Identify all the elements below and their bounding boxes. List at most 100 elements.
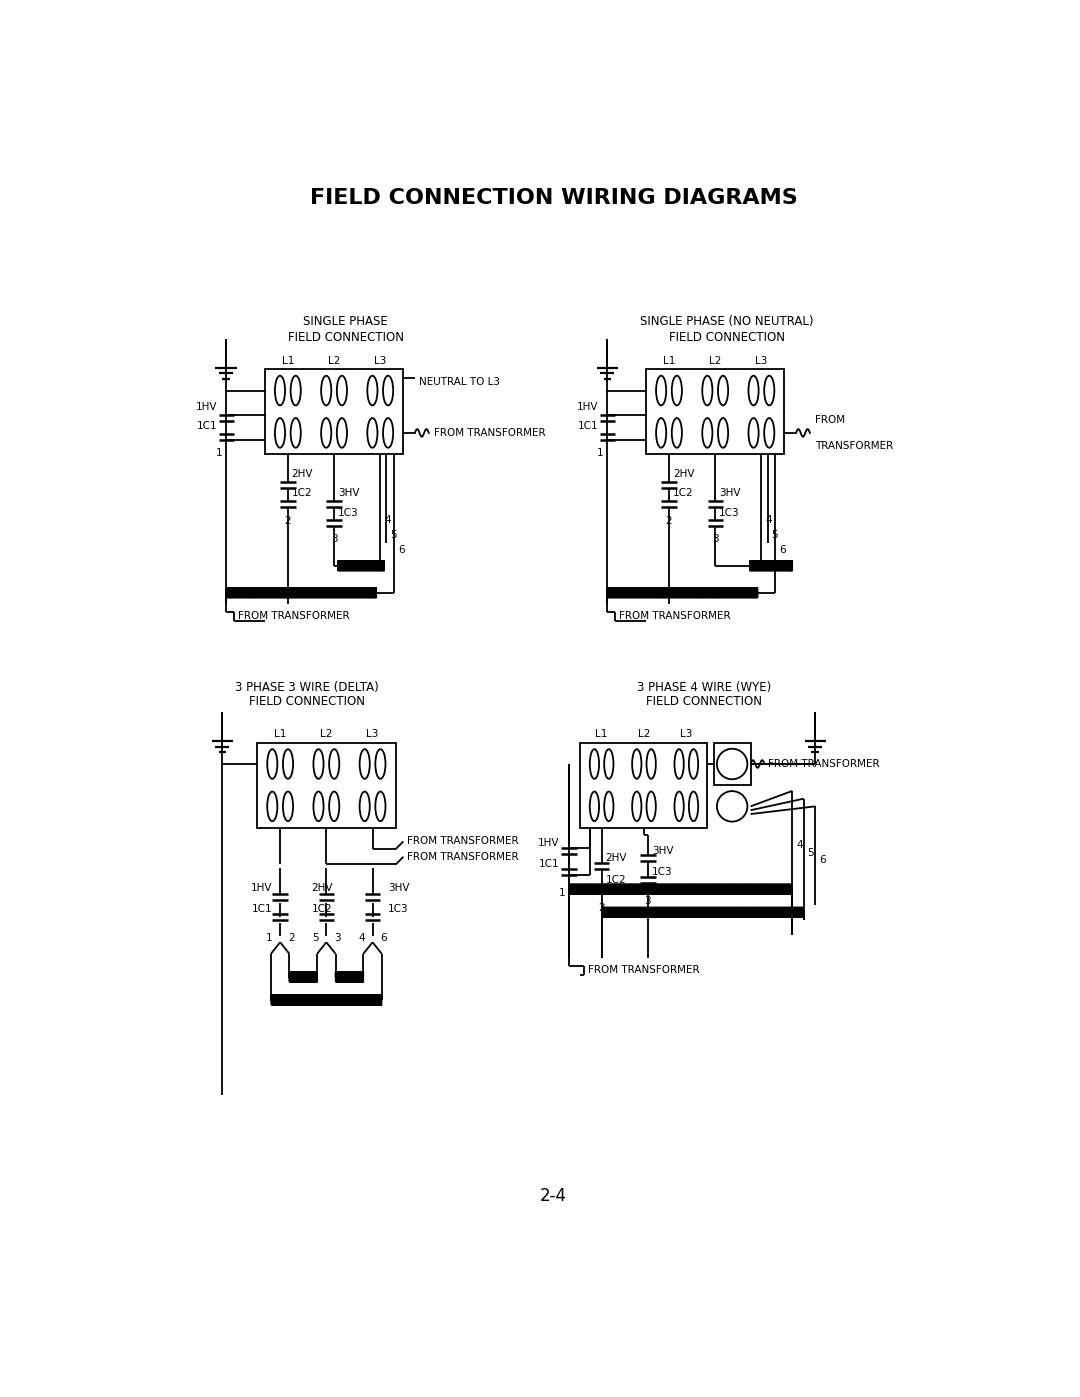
Text: 2HV: 2HV xyxy=(312,883,334,893)
Ellipse shape xyxy=(675,749,684,780)
Ellipse shape xyxy=(283,792,293,821)
Ellipse shape xyxy=(275,376,285,405)
Ellipse shape xyxy=(632,792,642,821)
Text: 2-4: 2-4 xyxy=(540,1187,567,1204)
Text: L2: L2 xyxy=(320,729,333,739)
Ellipse shape xyxy=(672,418,681,447)
Text: 1C1: 1C1 xyxy=(197,422,217,432)
Ellipse shape xyxy=(329,749,339,780)
Text: FIELD CONNECTION WIRING DIAGRAMS: FIELD CONNECTION WIRING DIAGRAMS xyxy=(310,189,797,208)
Text: 1HV: 1HV xyxy=(195,402,217,412)
Text: 3HV: 3HV xyxy=(338,489,360,499)
Text: L3: L3 xyxy=(755,355,768,366)
Text: L1: L1 xyxy=(663,355,675,366)
Circle shape xyxy=(717,749,747,780)
Ellipse shape xyxy=(718,418,728,447)
Ellipse shape xyxy=(590,749,599,780)
Ellipse shape xyxy=(718,376,728,405)
Ellipse shape xyxy=(656,418,666,447)
Text: TRANSFORMER: TRANSFORMER xyxy=(815,440,893,451)
Text: 1C2: 1C2 xyxy=(606,875,626,884)
Ellipse shape xyxy=(267,792,278,821)
Text: 6: 6 xyxy=(397,545,405,556)
Text: 2: 2 xyxy=(288,933,295,943)
Ellipse shape xyxy=(283,749,293,780)
Circle shape xyxy=(717,791,747,821)
Text: 2: 2 xyxy=(284,515,292,527)
Ellipse shape xyxy=(275,418,285,447)
Ellipse shape xyxy=(367,376,378,405)
Text: 1: 1 xyxy=(216,447,222,458)
Text: FIELD CONNECTION: FIELD CONNECTION xyxy=(669,331,785,344)
Text: L3: L3 xyxy=(366,729,379,739)
Text: L1: L1 xyxy=(274,729,286,739)
Text: FROM TRANSFORMER: FROM TRANSFORMER xyxy=(768,759,879,768)
Text: 1C1: 1C1 xyxy=(252,904,272,914)
Ellipse shape xyxy=(321,376,332,405)
Text: 1C1: 1C1 xyxy=(578,422,598,432)
Bar xyxy=(580,743,707,827)
Text: 1C1: 1C1 xyxy=(539,859,559,869)
Text: 1C3: 1C3 xyxy=(719,507,740,518)
Ellipse shape xyxy=(383,418,393,447)
Text: 3: 3 xyxy=(334,933,340,943)
Ellipse shape xyxy=(329,792,339,821)
Text: FIELD CONNECTION: FIELD CONNECTION xyxy=(646,696,761,708)
Bar xyxy=(646,369,784,454)
Text: 2HV: 2HV xyxy=(673,469,694,479)
Text: 5: 5 xyxy=(808,848,814,858)
Text: NEUTRAL TO L3: NEUTRAL TO L3 xyxy=(419,377,500,387)
Text: 3: 3 xyxy=(645,895,651,905)
Text: 3: 3 xyxy=(712,534,718,543)
Text: 1C2: 1C2 xyxy=(312,904,333,914)
Text: FIELD CONNECTION: FIELD CONNECTION xyxy=(249,696,365,708)
Ellipse shape xyxy=(702,376,713,405)
Ellipse shape xyxy=(765,376,774,405)
Text: SINGLE PHASE (NO NEUTRAL): SINGLE PHASE (NO NEUTRAL) xyxy=(640,316,813,328)
Ellipse shape xyxy=(337,418,347,447)
Text: 2HV: 2HV xyxy=(606,854,627,863)
Text: 5: 5 xyxy=(312,933,319,943)
Text: L2: L2 xyxy=(328,355,340,366)
Ellipse shape xyxy=(376,792,386,821)
Ellipse shape xyxy=(313,792,324,821)
Text: N: N xyxy=(728,759,735,768)
Text: 2: 2 xyxy=(598,904,605,914)
Ellipse shape xyxy=(267,749,278,780)
Text: 1: 1 xyxy=(266,933,272,943)
Text: 3: 3 xyxy=(330,534,337,543)
Text: FROM TRANSFORMER: FROM TRANSFORMER xyxy=(619,610,730,620)
Ellipse shape xyxy=(702,418,713,447)
Ellipse shape xyxy=(376,749,386,780)
Ellipse shape xyxy=(360,792,369,821)
Text: L1: L1 xyxy=(595,729,608,739)
Ellipse shape xyxy=(367,418,378,447)
Text: 1C3: 1C3 xyxy=(388,904,408,914)
Ellipse shape xyxy=(656,376,666,405)
Text: 2HV: 2HV xyxy=(292,469,313,479)
Text: 3HV: 3HV xyxy=(719,489,741,499)
Ellipse shape xyxy=(313,749,324,780)
Text: L2: L2 xyxy=(708,355,721,366)
Ellipse shape xyxy=(632,749,642,780)
Bar xyxy=(714,743,751,785)
Text: 1HV: 1HV xyxy=(577,402,598,412)
Text: 6: 6 xyxy=(380,933,387,943)
Text: 2: 2 xyxy=(665,515,673,527)
Ellipse shape xyxy=(321,418,332,447)
Text: 1HV: 1HV xyxy=(251,883,272,893)
Ellipse shape xyxy=(748,418,758,447)
Bar xyxy=(257,743,395,827)
Ellipse shape xyxy=(590,792,599,821)
Ellipse shape xyxy=(689,792,698,821)
Ellipse shape xyxy=(672,376,681,405)
Text: L3: L3 xyxy=(680,729,692,739)
Text: 1C3: 1C3 xyxy=(338,507,359,518)
Text: 3HV: 3HV xyxy=(651,845,673,855)
Ellipse shape xyxy=(604,749,613,780)
Text: FROM TRANSFORMER: FROM TRANSFORMER xyxy=(407,837,518,847)
Text: 1: 1 xyxy=(597,447,604,458)
Ellipse shape xyxy=(689,749,698,780)
Text: 1C3: 1C3 xyxy=(651,868,672,877)
Text: 5: 5 xyxy=(771,529,778,539)
